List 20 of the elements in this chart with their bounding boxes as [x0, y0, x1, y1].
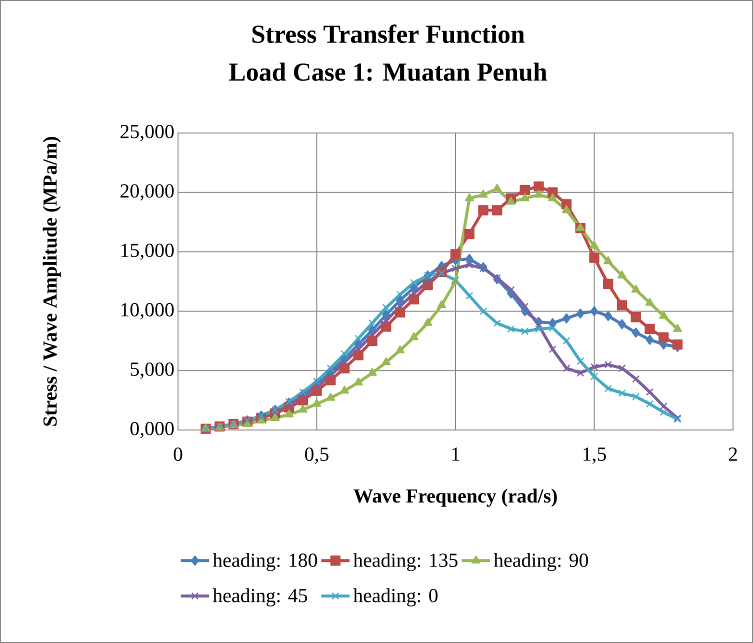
- legend-label: heading: 90: [494, 552, 588, 572]
- legend-label: heading: 45: [212, 588, 308, 606]
- legend-label: heading: 0: [353, 588, 438, 606]
- x-axis-title: Wave Frequency (rad/s): [354, 488, 557, 507]
- x-tick-label: 1,5: [584, 448, 606, 464]
- y-tick-label: 5,000: [130, 362, 174, 379]
- y-tick-label: 25,000: [120, 124, 174, 142]
- y-tick-label: 15,000: [121, 244, 174, 260]
- chart-title: Stress Transfer Function: [252, 24, 525, 44]
- y-tick-label: 0,000: [130, 422, 174, 438]
- x-tick-label: 2: [728, 448, 737, 461]
- legend-label: heading: 135: [353, 552, 458, 572]
- x-tick-label: 0,5: [305, 448, 328, 464]
- legend-label: heading: 180: [212, 552, 318, 572]
- chart-subtitle: Load Case 1: Muatan Penuh: [229, 62, 547, 81]
- x-tick-label: 1: [452, 448, 460, 461]
- y-tick-label: 20,000: [120, 184, 174, 201]
- y-axis-title: Stress / Wave Amplitude (MPa/m): [42, 137, 61, 426]
- x-tick-label: 0: [174, 448, 182, 461]
- y-tick-label: 10,000: [121, 303, 174, 320]
